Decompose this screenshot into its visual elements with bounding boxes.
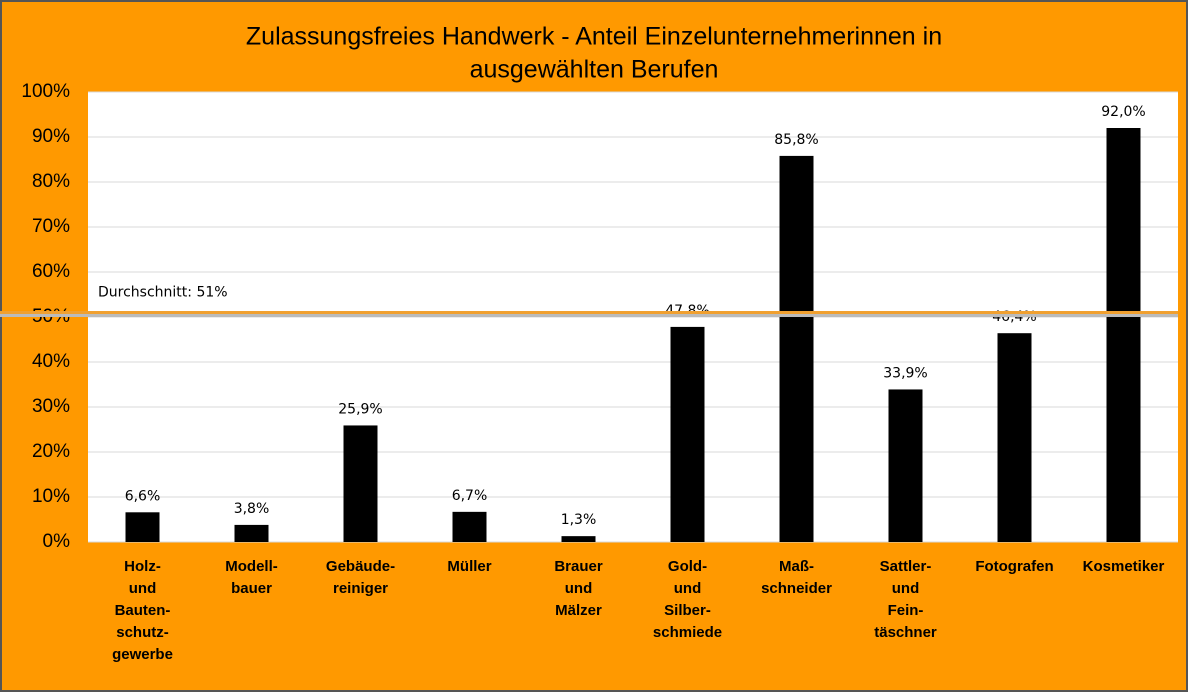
- x-tick-label: Maß- schneider: [761, 558, 832, 597]
- x-tick-label: Holz- und Bauten- schutz- gewerbe: [112, 558, 173, 663]
- bar: [888, 389, 923, 542]
- bar: [234, 524, 269, 542]
- y-tick-label: 100%: [21, 81, 70, 102]
- y-tick-label: 90%: [32, 126, 70, 147]
- y-tick-label: 20%: [32, 441, 70, 462]
- chart-title: Zulassungsfreies Handwerk - Anteil Einze…: [246, 23, 942, 51]
- x-tick-label: Müller: [447, 558, 492, 575]
- chart-subtitle: ausgewählten Berufen: [470, 56, 719, 84]
- data-label: 6,7%: [452, 488, 488, 504]
- x-tick-label: Modell- bauer: [225, 558, 278, 597]
- bar: [997, 333, 1032, 542]
- data-label: 6,6%: [125, 488, 161, 504]
- data-label: 85,8%: [774, 132, 818, 148]
- y-tick-label: 60%: [32, 261, 70, 282]
- bar: [125, 512, 160, 542]
- x-tick-label: Brauer und Mälzer: [554, 558, 603, 619]
- data-label: 25,9%: [338, 401, 382, 417]
- y-tick-label: 40%: [32, 351, 70, 372]
- bar: [343, 425, 378, 542]
- bar: [1106, 128, 1141, 542]
- y-tick-label: 30%: [32, 396, 70, 417]
- average-label: Durchschnitt: 51%: [98, 285, 228, 301]
- bar: [561, 536, 596, 542]
- data-label: 3,8%: [234, 501, 270, 517]
- bar: [670, 326, 705, 542]
- x-tick-label: Gebäude- reiniger: [325, 558, 396, 597]
- y-tick-label: 70%: [32, 216, 70, 237]
- y-tick-label: 10%: [32, 486, 70, 507]
- y-tick-label: 80%: [32, 171, 70, 192]
- x-tick-label: Sattler- und Fein- täschner: [874, 558, 937, 641]
- x-tick-label: Fotografen: [975, 558, 1054, 575]
- y-tick-label: 0%: [43, 531, 71, 552]
- data-label: 33,9%: [883, 365, 927, 381]
- x-tick-label: Kosmetiker: [1082, 558, 1165, 575]
- data-label: 92,0%: [1101, 104, 1145, 120]
- data-label: 1,3%: [561, 512, 597, 528]
- bar: [779, 155, 814, 542]
- x-tick-label: Gold- und Silber- schmiede: [652, 558, 723, 641]
- bar: [452, 511, 487, 542]
